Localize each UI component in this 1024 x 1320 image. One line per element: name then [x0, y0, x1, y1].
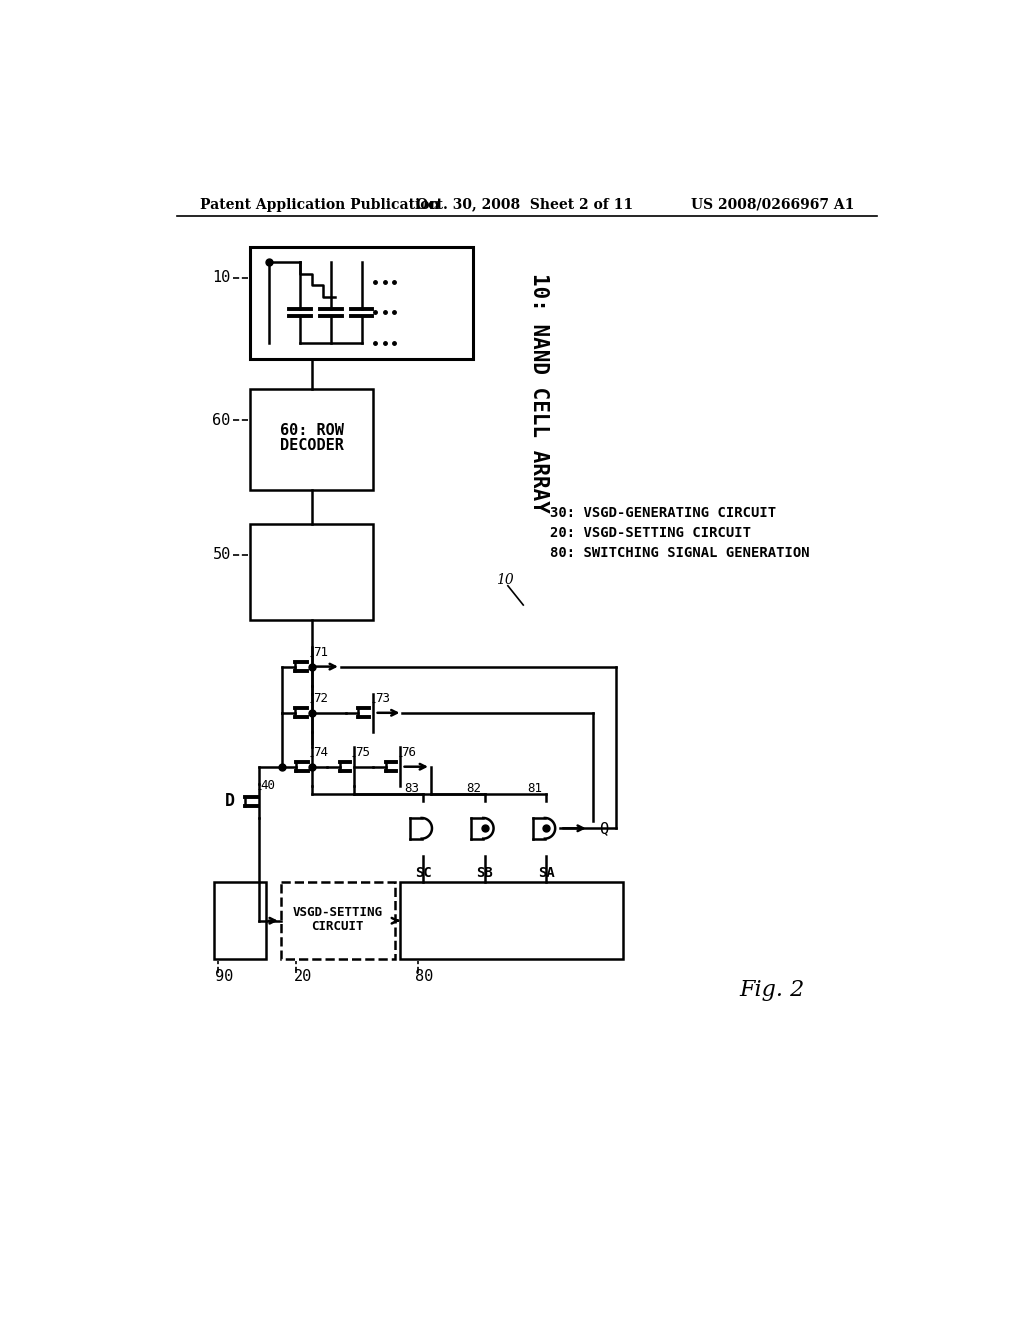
Text: 82: 82: [466, 781, 481, 795]
Text: 50: 50: [212, 548, 230, 562]
Text: 20: VSGD-SETTING CIRCUIT: 20: VSGD-SETTING CIRCUIT: [550, 525, 752, 540]
Text: 60: ROW: 60: ROW: [280, 422, 343, 438]
Text: 83: 83: [404, 781, 419, 795]
Text: D: D: [225, 792, 234, 810]
Text: DECODER: DECODER: [280, 438, 343, 453]
Text: SA: SA: [538, 866, 555, 880]
Text: VSGD-SETTING: VSGD-SETTING: [293, 907, 383, 920]
Text: 20: 20: [294, 969, 312, 983]
Bar: [250, 247, 473, 359]
Text: 75: 75: [355, 746, 371, 759]
Text: Fig. 2: Fig. 2: [739, 979, 804, 1001]
Text: 10: NAND CELL ARRAY: 10: NAND CELL ARRAY: [528, 273, 549, 513]
Bar: [281, 882, 394, 960]
Text: Patent Application Publication: Patent Application Publication: [200, 198, 439, 211]
Text: 10: 10: [497, 573, 514, 587]
Text: 40: 40: [261, 779, 275, 792]
Bar: [214, 882, 266, 960]
Text: SB: SB: [476, 866, 494, 880]
Text: Q: Q: [599, 821, 608, 836]
Bar: [400, 882, 624, 960]
Text: 81: 81: [527, 781, 543, 795]
Text: 80: 80: [416, 969, 434, 983]
Text: US 2008/0266967 A1: US 2008/0266967 A1: [691, 198, 854, 211]
Text: 60: 60: [212, 413, 230, 428]
Text: 73: 73: [375, 693, 390, 705]
Text: Oct. 30, 2008  Sheet 2 of 11: Oct. 30, 2008 Sheet 2 of 11: [416, 198, 634, 211]
Text: 74: 74: [313, 746, 328, 759]
Text: 76: 76: [401, 746, 417, 759]
Bar: [250, 389, 373, 490]
Text: CIRCUIT: CIRCUIT: [311, 920, 364, 933]
Text: 72: 72: [313, 693, 328, 705]
Text: 71: 71: [313, 647, 328, 659]
Text: SC: SC: [415, 866, 431, 880]
Text: 30: VSGD-GENERATING CIRCUIT: 30: VSGD-GENERATING CIRCUIT: [550, 506, 776, 520]
Text: 10: 10: [212, 271, 230, 285]
Bar: [250, 524, 373, 620]
Text: 90: 90: [215, 969, 233, 983]
Text: 80: SWITCHING SIGNAL GENERATION: 80: SWITCHING SIGNAL GENERATION: [550, 545, 810, 560]
